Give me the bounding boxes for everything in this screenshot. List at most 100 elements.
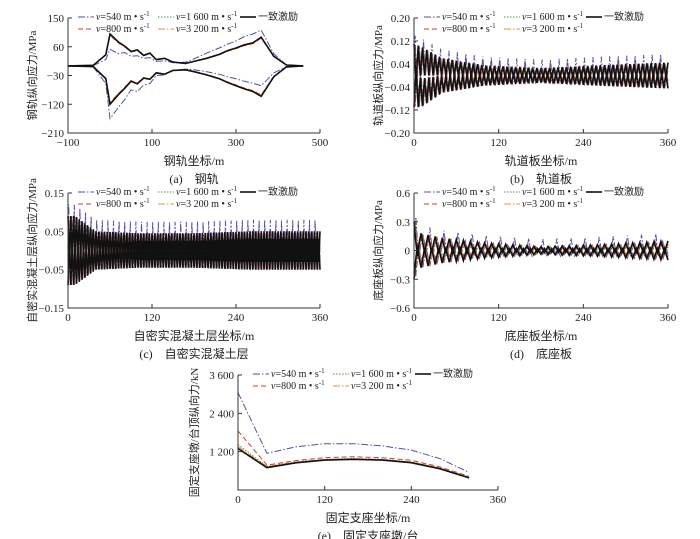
x-tick-label: 0: [235, 494, 241, 506]
x-tick-label: 0: [411, 137, 417, 149]
legend-sup: -1: [144, 22, 150, 30]
x-tick-label: 0: [65, 312, 71, 324]
series-cons-upper: [67, 32, 304, 67]
legend-var: v: [96, 24, 101, 35]
series-cons: [237, 447, 470, 479]
panel-caption: (a) 钢轨: [169, 172, 218, 186]
series-v540-lower: [67, 65, 304, 120]
legend-text: =3 200 m • s: [180, 199, 231, 210]
legend-label-v1600: v=1 600 m • s-1: [522, 185, 584, 198]
y-tick-label: 0: [405, 246, 411, 258]
legend-text: =540 m • s: [100, 187, 143, 198]
panel-caption: (d) 底座板: [510, 346, 572, 361]
legend-text: =540 m • s: [446, 187, 489, 198]
series-v800-upper: [67, 34, 304, 67]
legend-text: 一致激励: [433, 367, 473, 380]
x-tick-label: 240: [575, 312, 592, 324]
axis-lines: [67, 18, 320, 134]
legend-text: =800 m • s: [100, 24, 143, 35]
legend-label-v800: v=800 m • s-1: [96, 22, 150, 35]
series-cons-upper: [413, 43, 669, 82]
panel-caption: (b) 轨道板: [510, 172, 572, 186]
x-tick-label: 120: [144, 312, 161, 324]
panel-b: 0 120 240 3600.200.120.04−0.04−0.12−0.20轨道板…: [371, 10, 677, 186]
x-tick-label: 240: [403, 494, 420, 506]
panel-e: 0 120 240 360 1 200 2 400 3 600 固定支座坐标/m 固定支座墩/台…: [187, 367, 507, 539]
y-tick-label: −0.6: [390, 303, 410, 315]
legend-text: =800 m • s: [275, 381, 318, 392]
y-tick-label: 150: [48, 13, 65, 25]
y-tick-label: −0.05: [39, 265, 65, 277]
series-cons-lower: [67, 65, 304, 107]
legend-var: v: [96, 187, 101, 198]
legend-text: =3 200 m • s: [526, 24, 577, 35]
legend-label-cons: 一致激励: [604, 185, 644, 198]
series-v1600-upper: [67, 33, 304, 67]
x-tick-label: 360: [660, 137, 677, 149]
y-tick-label: 3 600: [209, 370, 234, 382]
legend-sup: -1: [577, 22, 583, 30]
legend-sup: -1: [319, 367, 325, 375]
legend-label-v540: v=540 m • s-1: [96, 185, 150, 198]
panel-d: 0 120 240 360 0.6 0.3 0 −0.3 −0.6 底座板坐标/m 底座板纵向应力/…: [371, 185, 677, 361]
legend-label-cons: 一致激励: [433, 367, 473, 380]
legend-text: =1 600 m • s: [180, 12, 231, 23]
x-tick-label: 300: [228, 137, 245, 149]
legend-sup: -1: [490, 197, 496, 205]
y-tick-label: 1 200: [209, 447, 234, 459]
x-tick-label: 240: [228, 312, 245, 324]
x-tick-label: 360: [490, 494, 507, 506]
series-v1600: [237, 444, 470, 478]
legend-text: =1 600 m • s: [526, 187, 577, 198]
legend-var: v: [522, 24, 527, 35]
x-axis-label: 钢轨坐标/m: [164, 154, 225, 168]
y-axis-label: 底座板纵向应力/MPa: [371, 200, 385, 301]
legend-label-v3200: v=3 200 m • s-1: [176, 22, 238, 35]
y-tick-label: −0.04: [385, 82, 411, 94]
panel-caption: (e) 固定支座墩/台: [318, 528, 419, 539]
legend-sup: -1: [577, 10, 583, 18]
legend-text: 一致激励: [258, 10, 298, 23]
legend-text: 一致激励: [258, 185, 298, 198]
legend-var: v: [271, 381, 276, 392]
legend-var: v: [522, 187, 527, 198]
x-axis-label: 固定支座坐标/m: [326, 510, 411, 525]
x-tick-label: 360: [660, 312, 677, 324]
legend-text: =540 m • s: [446, 12, 489, 23]
legend-label-v540: v=540 m • s-1: [96, 10, 150, 23]
legend-label-v800: v=800 m • s-1: [442, 22, 496, 35]
legend-text: =1 600 m • s: [355, 369, 406, 380]
y-tick-label: −210: [41, 128, 64, 140]
x-tick-label: 120: [490, 137, 507, 149]
x-tick-label: −100: [57, 137, 80, 149]
legend-var: v: [176, 24, 181, 35]
legend-label-v3200: v=3 200 m • s-1: [522, 22, 584, 35]
series-v800: [237, 430, 470, 477]
legend-text: =3 200 m • s: [526, 199, 577, 210]
legend-text: =3 200 m • s: [180, 24, 231, 35]
panel-a: −100 100 300 500 150 60 −30 −120 −210 钢轨坐标/m 钢轨纵向应…: [25, 10, 329, 186]
legend-sup: -1: [490, 10, 496, 18]
legend-var: v: [442, 199, 447, 210]
legend-label-cons: 一致激励: [258, 185, 298, 198]
x-tick-label: 0: [411, 312, 417, 324]
x-tick-label: 240: [575, 137, 592, 149]
series-v540: [237, 392, 470, 473]
legend-var: v: [442, 24, 447, 35]
legend-sup: -1: [490, 22, 496, 30]
legend-var: v: [176, 187, 181, 198]
legend-sup: -1: [406, 379, 412, 387]
y-axis-label: 轨道板纵向应力/MPa: [371, 25, 385, 126]
legend-label-v540: v=540 m • s-1: [271, 367, 325, 380]
x-axis-label: 底座板坐标/m: [505, 328, 578, 343]
y-tick-label: 0.04: [391, 59, 411, 71]
series-cons-lower: [413, 70, 669, 108]
legend-text: 一致激励: [604, 10, 644, 23]
y-tick-label: −0.12: [385, 105, 410, 117]
legend-sup: -1: [231, 22, 237, 30]
axis-lines: [413, 18, 668, 134]
x-axis-label: 轨道板坐标/m: [505, 154, 578, 168]
series-cons-lower: [67, 238, 321, 286]
